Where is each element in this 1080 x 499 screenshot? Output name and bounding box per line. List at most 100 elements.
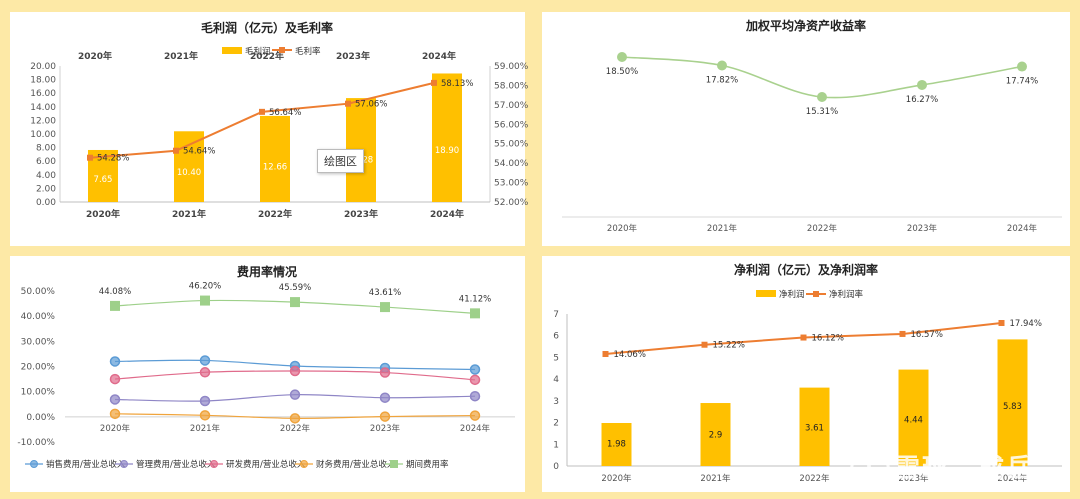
plot-area-tooltip: 绘图区 [317, 149, 364, 173]
x-axis-label: 2020年 [601, 473, 632, 484]
left-axis-tick: 12.00 [30, 116, 56, 126]
line-data-label: 44.08% [99, 287, 131, 297]
x-axis-label: 2020年 [86, 208, 120, 220]
point-series-2 [199, 367, 211, 378]
point-series-2 [109, 373, 121, 385]
y-axis-tick: 6 [553, 332, 559, 342]
line-data-label: 16.27% [906, 95, 938, 105]
chart-panel-net-profit: 净利润（亿元）及净利润率 净利润 净利润率 0 1 2 3 4 5 6 7 2020年 2021年 202… [542, 256, 1070, 492]
point-roe [917, 79, 927, 90]
right-axis-tick: 58.00% [494, 81, 529, 91]
expense-ratio-chart: 费用率情况 -10.00% 0.00% 10.00% 20.00% 30.00% 40.00… [17, 264, 515, 470]
legend-marker [30, 460, 38, 468]
left-axis-tick: 0.00 [36, 198, 56, 208]
legend-label: 管理费用/营业总收入 [136, 459, 216, 470]
x-axis-label: 2021年 [190, 423, 221, 434]
legend-marker [210, 460, 218, 468]
line-data-label: 17.82% [706, 76, 738, 86]
y-axis-tick: 20.00% [21, 363, 56, 373]
bar-data-label: 10.40 [177, 168, 201, 178]
gross-profit-chart: 毛利润（亿元）及毛利率 2020年 2021年 2022年 2023年 2024年 毛利润 毛… [30, 20, 529, 220]
left-axis-tick: 6.00 [36, 157, 56, 167]
top-axis-label: 2022年 [250, 50, 284, 62]
y-axis-tick: -10.00% [17, 438, 55, 448]
bar-net-profit [700, 403, 731, 466]
line-data-label: 18.50% [606, 67, 638, 77]
chart-title: 净利润（亿元）及净利润率 [734, 262, 878, 277]
right-axis-tick: 52.00% [494, 198, 529, 208]
legend-label: 期间费用率 [406, 459, 449, 470]
point-roe [817, 92, 827, 102]
x-axis-label: 2022年 [799, 473, 830, 484]
bar-data-label: 12.66 [263, 162, 287, 172]
legend-label: 研发费用/营业总收入 [226, 459, 306, 470]
top-axis-label: 2020年 [78, 50, 112, 62]
roe-chart: 加权平均净资产收益率 18.50% 17.82% 15.31% 16.27% 17.74%… [562, 18, 1062, 234]
left-axis-tick: 20.00 [30, 62, 56, 72]
x-axis-label: 2021年 [700, 473, 731, 484]
left-axis-tick: 10.00 [30, 130, 56, 140]
line-data-label: 58.13% [441, 79, 473, 89]
point-series-1 [109, 394, 121, 405]
y-axis-tick: 10.00% [21, 388, 56, 398]
x-axis-label: 2023年 [907, 223, 938, 234]
point-net-margin [602, 351, 609, 357]
chart-title: 毛利润（亿元）及毛利率 [201, 20, 333, 35]
snowball-logo-icon: ✕ [850, 449, 890, 490]
x-axis-label: 2022年 [280, 423, 311, 434]
point-series-2 [469, 374, 481, 386]
x-axis-label: 2020年 [100, 423, 131, 434]
line-data-label: 16.57% [911, 330, 943, 340]
point-gross-margin [431, 79, 437, 86]
line-data-label: 15.31% [806, 107, 838, 117]
bar-net-profit [601, 423, 632, 466]
point-series-0 [469, 364, 481, 375]
legend-marker-net-margin [813, 291, 819, 297]
y-axis-tick: 3 [553, 397, 559, 407]
point-series-3 [379, 411, 391, 422]
y-axis-tick: 5 [553, 353, 559, 363]
point-gross-margin [259, 108, 265, 115]
point-net-margin [998, 320, 1005, 326]
bar-data-label: 5.83 [1003, 402, 1022, 412]
y-axis-tick: 0.00% [26, 413, 55, 423]
y-axis-tick: 30.00% [21, 337, 56, 347]
bar-data-label: 7.65 [94, 175, 113, 185]
bar-data-label: 1.98 [607, 440, 626, 450]
point-net-margin [701, 341, 708, 348]
legend-marker [120, 460, 128, 468]
x-axis-label: 2021年 [707, 223, 738, 234]
right-axis-tick: 55.00% [494, 140, 529, 150]
point-period-expense [290, 297, 300, 308]
legend-marker [390, 460, 398, 468]
x-axis-label: 2022年 [258, 208, 292, 220]
x-axis-label: 2024年 [1007, 223, 1038, 234]
bar-net-profit [898, 369, 929, 466]
legend-swatch-gross-profit [222, 47, 242, 54]
line-data-label: 41.12% [459, 294, 491, 304]
legend-swatch-net-profit [756, 290, 776, 297]
bar-data-label: 4.44 [904, 416, 923, 426]
point-series-0 [199, 355, 211, 366]
y-axis-tick: 4 [553, 375, 559, 385]
x-axis-label: 2024年 [460, 423, 491, 434]
watermark: ✕ 雪球：成岳 [850, 448, 1034, 490]
point-period-expense [200, 295, 210, 306]
point-roe [717, 60, 727, 71]
legend-label: 财务费用/营业总收入 [316, 459, 396, 470]
bar-gross-profit [432, 73, 462, 202]
bar-net-profit [997, 339, 1028, 466]
chart-panel-expense-ratio: 费用率情况 -10.00% 0.00% 10.00% 20.00% 30.00% 40.00… [10, 256, 525, 492]
x-axis-label: 2023年 [344, 208, 378, 220]
point-series-3 [199, 410, 211, 421]
point-series-2 [289, 365, 301, 377]
chart-panel-gross-profit: 毛利润（亿元）及毛利率 2020年 2021年 2022年 2023年 2024年 毛利润 毛… [10, 12, 529, 246]
legend-label-gross-margin: 毛利率 [295, 46, 321, 57]
y-axis-tick: 1 [553, 440, 559, 450]
bar-data-label: 2.9 [709, 431, 723, 441]
legend-label: 销售费用/营业总收入 [46, 459, 126, 470]
y-axis-tick: 7 [553, 310, 559, 320]
bar-net-profit [799, 387, 830, 466]
x-axis-label: 2024年 [997, 473, 1028, 484]
